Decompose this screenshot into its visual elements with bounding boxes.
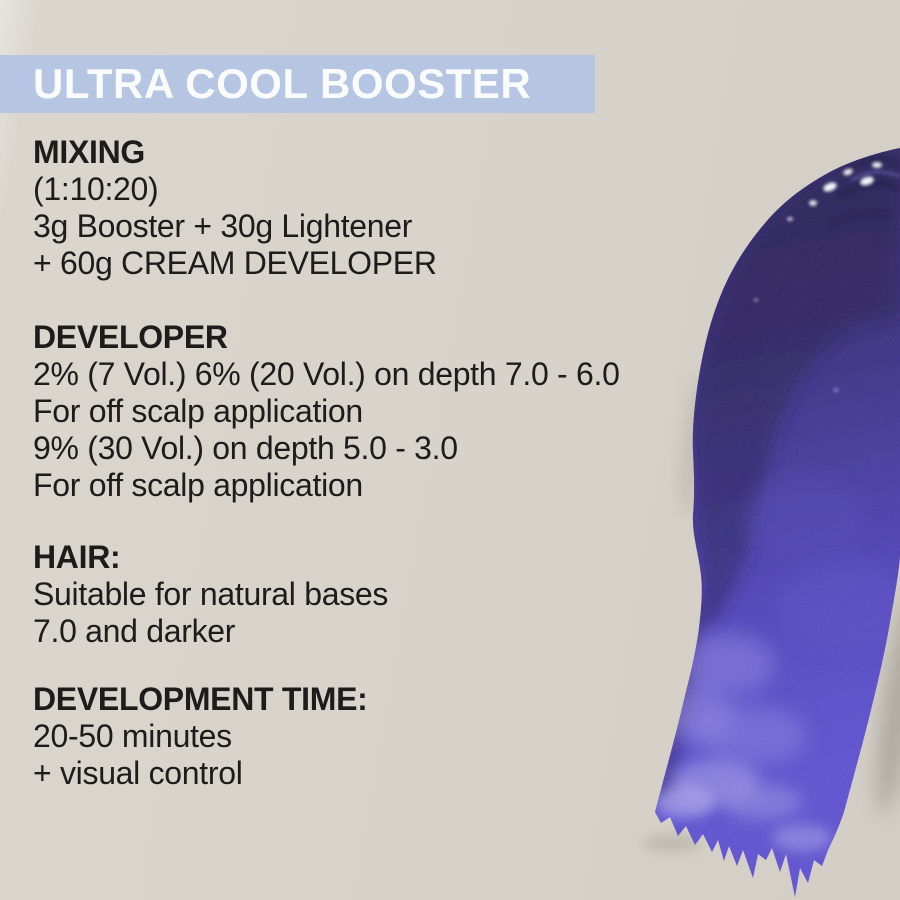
mixing-line: + 60g CREAM DEVELOPER <box>33 245 437 281</box>
developer-line: For off scalp application <box>33 467 363 503</box>
developer-heading: DEVELOPER <box>33 319 228 355</box>
product-smear-image <box>642 148 900 897</box>
smear-grain <box>655 148 900 897</box>
product-name-label: ULTRA COOL BOOSTER <box>33 60 532 107</box>
smear-highlight <box>858 148 866 154</box>
section-mixing: MIXING (1:10:20) 3g Booster + 30g Lighte… <box>33 134 437 282</box>
smear-shadow-bottom <box>642 834 702 852</box>
section-developer: DEVELOPER 2% (7 Vol.) 6% (20 Vol.) on de… <box>33 319 620 504</box>
hair-line: Suitable for natural bases <box>33 576 389 612</box>
developer-line: 2% (7 Vol.) 6% (20 Vol.) on depth 7.0 - … <box>33 356 620 392</box>
mixing-heading: MIXING <box>33 134 145 170</box>
development-time-heading: DEVELOPMENT TIME: <box>33 681 368 717</box>
hair-line: 7.0 and darker <box>33 613 236 649</box>
developer-line: 9% (30 Vol.) on depth 5.0 - 3.0 <box>33 430 458 466</box>
development-time-line: + visual control <box>33 755 243 791</box>
developer-line: For off scalp application <box>33 393 363 429</box>
mixing-line: (1:10:20) <box>33 171 159 207</box>
product-name-banner: ULTRA COOL BOOSTER <box>0 55 595 113</box>
smear-shadow-right <box>877 586 900 814</box>
development-time-line: 20-50 minutes <box>33 718 232 754</box>
section-development-time: DEVELOPMENT TIME: 20-50 minutes + visual… <box>33 681 368 792</box>
section-hair: HAIR: Suitable for natural bases 7.0 and… <box>33 539 388 650</box>
hair-heading: HAIR: <box>33 539 121 575</box>
mixing-line: 3g Booster + 30g Lightener <box>33 208 413 244</box>
